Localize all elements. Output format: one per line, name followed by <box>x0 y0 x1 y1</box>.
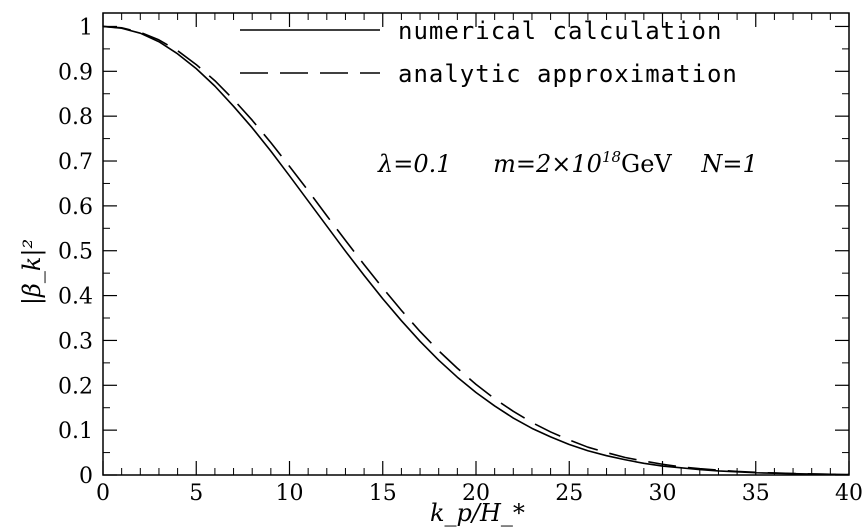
annotation-mass: m=2×10 <box>493 150 602 178</box>
series-line-numerical <box>102 25 850 476</box>
y-tick-label: 0.1 <box>58 419 93 444</box>
y-axis-label: |β_k|² <box>18 239 47 305</box>
y-tick-label: 0.2 <box>58 374 93 399</box>
x-tick-label: 25 <box>555 481 583 506</box>
x-tick-label: 10 <box>276 481 304 506</box>
annotation-n: N=1 <box>700 150 757 178</box>
x-tick-label: 30 <box>649 481 677 506</box>
tick-labels: 0 5 10 15 20 25 30 35 40 0 0.1 0.2 0.3 0.4 0.5 0.6 0.7 0.… <box>58 15 863 506</box>
x-axis-label: k_p/H_* <box>430 499 525 527</box>
y-tick-label: 0.5 <box>58 240 93 265</box>
y-tick-label: 0.6 <box>58 195 93 220</box>
y-tick-label: 1 <box>79 15 93 40</box>
x-tick-label: 35 <box>742 481 770 506</box>
legend: numerical calculation analytic approxima… <box>240 17 738 88</box>
x-tick-label: 40 <box>835 481 863 506</box>
y-tick-label: 0.9 <box>58 60 93 85</box>
y-tick-label: 0.4 <box>58 285 93 310</box>
y-tick-label: 0.8 <box>58 105 93 130</box>
y-tick-label: 0.7 <box>58 150 93 175</box>
x-tick-label: 20 <box>462 481 490 506</box>
series-lines <box>102 25 850 476</box>
annotation-lambda: λ=0.1 <box>377 150 452 178</box>
y-tick-label: 0 <box>79 464 93 489</box>
series-line-analytic <box>102 25 850 476</box>
annotation-mass-unit: GeV <box>621 150 672 178</box>
legend-label-analytic: analytic approximation <box>398 60 738 88</box>
x-tick-label: 15 <box>369 481 397 506</box>
x-tick-label: 0 <box>96 481 110 506</box>
x-tick-label: 5 <box>189 481 203 506</box>
y-tick-label: 0.3 <box>58 329 93 354</box>
axis-ticks <box>102 13 850 476</box>
legend-label-numerical: numerical calculation <box>398 17 722 45</box>
parameter-annotation: λ=0.1 m=2×1018GeV N=1 <box>377 148 758 178</box>
annotation-mass-exponent: 18 <box>602 148 621 166</box>
